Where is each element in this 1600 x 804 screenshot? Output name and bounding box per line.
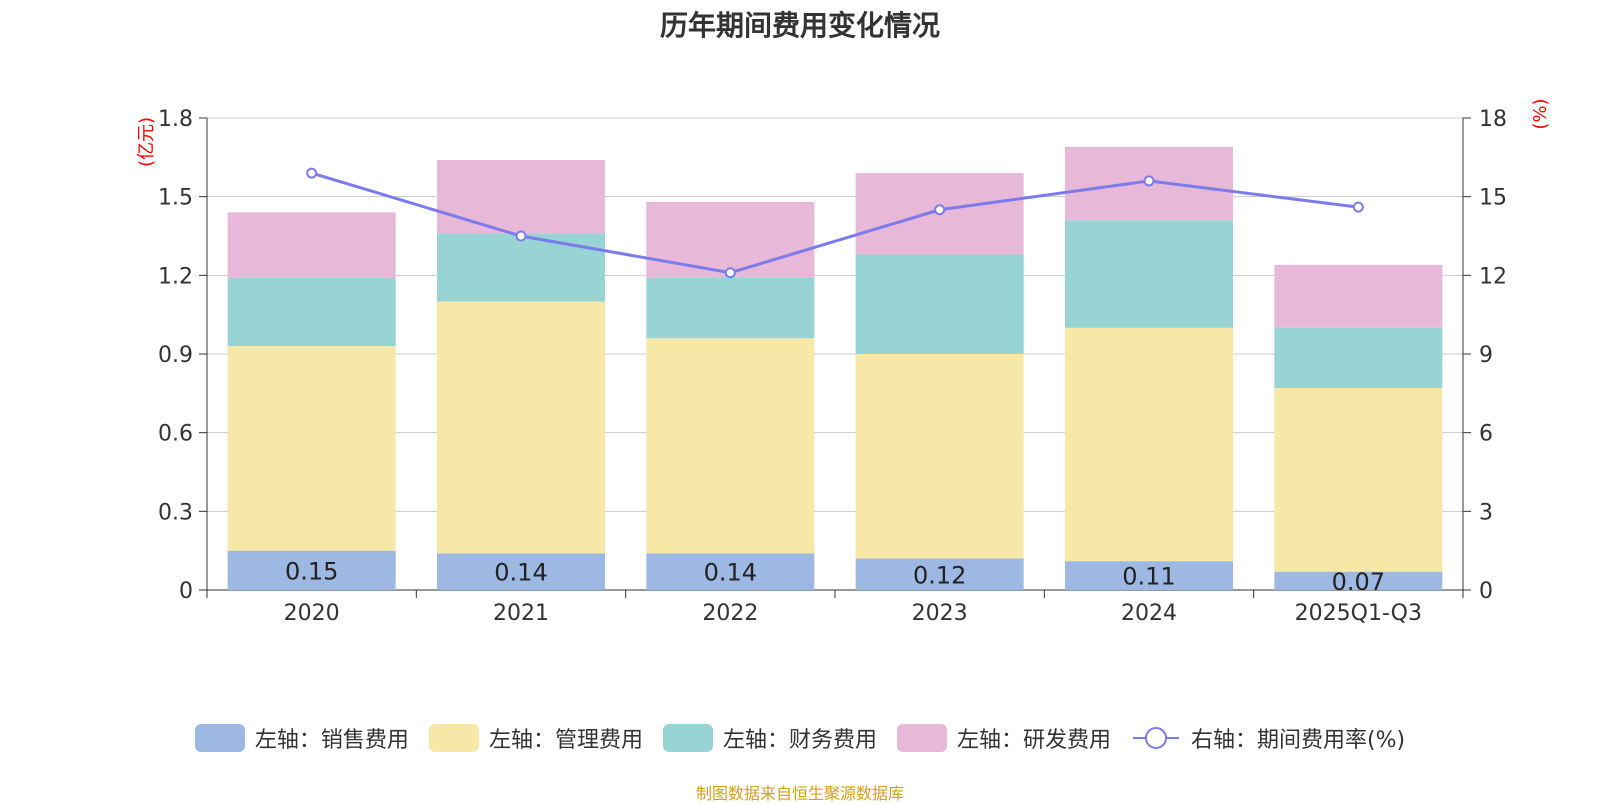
bar-segment-3 [855,254,1024,354]
left-axis-tick-label: 0.3 [158,500,193,525]
data-source-note: 制图数据来自恒生聚源数据库 [695,784,904,803]
bar-segment-1 [227,550,396,590]
expense-rate-point [724,267,736,279]
legend-label: 左轴：管理费用 [488,728,643,753]
legend-label: 右轴：期间费用率(%) [1190,728,1406,753]
bar-segment-4 [646,201,815,278]
bar-segment-2 [1065,327,1233,562]
bar-segment-3 [227,277,396,347]
bar-segment-2 [855,354,1024,559]
legend-label: 左轴：销售费用 [254,728,409,753]
bar-data-label: 0.12 [913,561,966,589]
left-axis-tick-label: 1.5 [158,186,193,211]
bar-segment-3 [437,233,605,302]
x-axis-tick-label: 2025Q1-Q3 [1295,601,1422,626]
bar-data-label: 0.15 [285,557,338,585]
expense-rate-point [1352,201,1364,213]
bar-segment-3 [1065,220,1233,328]
chart-legend: 左轴：销售费用 左轴：管理费用 左轴：财务费用 左轴：研发费用 右轴：期间费用率(%) [0,722,1600,754]
expense-rate-point [934,204,946,216]
expense-rate-point [515,230,527,242]
legend-label: 左轴：研发费用 [956,728,1111,753]
left-axis-tick-label: 0 [179,579,193,604]
legend-swatch [194,724,245,752]
right-axis-tick-label: 0 [1479,579,1493,604]
x-axis-tick-label: 2022 [702,601,758,626]
right-axis-label: (%) [1530,98,1551,129]
expense-rate-line [311,171,1359,275]
bar-segment-3 [646,277,815,339]
legend-swatch [428,724,479,752]
chart-title: 历年期间费用变化情况 [659,9,940,42]
left-axis-tick-label: 0.6 [158,422,193,447]
bar-segment-2 [646,338,815,554]
bar-data-label: 0.14 [494,559,547,587]
legend-item[interactable]: 左轴：销售费用 [194,722,409,754]
bar-data-label: 0.07 [1332,568,1385,596]
chart-plot: 0 0 0.3 3 0.6 6 0.9 9 1.2 12 1.5 15 1.8 18 (亿元) (%) 2020… [136,98,1551,626]
bar-segment-1 [1065,561,1233,590]
x-axis-tick-label: 2023 [912,601,968,626]
x-axis-tick-label: 2021 [493,601,549,626]
x-axis-tick-label: 2024 [1121,601,1177,626]
bar-data-label: 0.14 [704,559,757,587]
bar-segment-2 [227,346,396,551]
right-axis-tick-label: 15 [1479,186,1507,211]
legend-item[interactable]: 右轴：期间费用率(%) [1131,722,1405,754]
legend-label: 左轴：财务费用 [722,728,877,753]
left-axis-tick-label: 1.2 [158,264,193,289]
bar-segment-4 [227,212,396,278]
left-axis-tick-label: 0.9 [158,343,193,368]
right-axis-tick-label: 9 [1479,343,1493,368]
legend-swatch [896,724,947,752]
left-axis-tick-label: 1.8 [158,107,193,132]
legend-item[interactable]: 左轴：财务费用 [662,722,877,754]
bar-segment-2 [1274,388,1443,572]
expense-rate-point [306,167,318,179]
bar-segment-3 [1274,327,1443,389]
right-axis-tick-label: 3 [1479,500,1493,525]
bar-segment-4 [437,159,605,234]
bar-segment-1 [646,553,815,590]
legend-item[interactable]: 左轴：管理费用 [428,722,643,754]
bar-data-label: 0.11 [1122,563,1175,591]
left-axis-label: (亿元) [136,117,157,167]
bar-segment-1 [855,558,1024,590]
bar-segment-2 [437,301,605,554]
bar-segment-4 [1274,264,1443,328]
legend-item[interactable]: 左轴：研发费用 [896,722,1111,754]
bar-segment-1 [437,553,605,590]
bar-segment-1 [1274,571,1443,590]
x-axis-tick-label: 2020 [284,601,340,626]
right-axis-tick-label: 12 [1479,264,1507,289]
expense-rate-point [1143,175,1155,187]
right-axis-tick-label: 18 [1479,107,1507,132]
legend-swatch [662,724,713,752]
legend-line-circle-icon [1132,727,1179,749]
right-axis-tick-label: 6 [1479,422,1493,447]
